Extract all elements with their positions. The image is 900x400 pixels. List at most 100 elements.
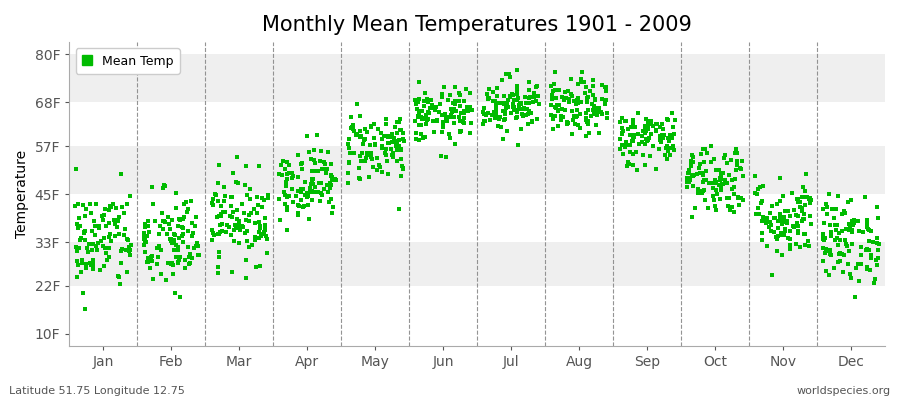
Point [164,236,178,242]
Point [692,165,706,172]
Point [211,180,225,186]
Point [122,236,136,243]
Point [636,152,651,158]
Point [800,194,814,200]
Point [730,158,744,164]
Y-axis label: Temperature: Temperature [15,150,29,238]
Point [514,126,528,132]
Point [837,210,851,216]
Point [257,222,272,228]
Point [736,173,751,179]
Point [445,109,459,115]
Point [798,241,813,248]
Point [227,227,241,233]
Point [273,216,287,223]
Point [152,222,166,229]
Point [567,113,581,120]
Point [225,269,239,275]
Point [728,176,742,182]
Point [491,84,505,91]
Point [213,203,228,209]
Point [791,223,806,230]
Point [379,133,393,140]
Point [445,107,459,114]
Point [845,218,859,224]
Point [417,98,431,104]
Point [102,234,116,240]
Point [507,97,521,103]
Point [70,221,85,227]
Point [216,209,230,215]
Point [717,177,732,183]
Point [141,255,156,262]
Point [841,261,855,267]
Point [390,147,404,153]
Point [654,133,669,139]
Point [580,95,594,101]
Point [436,119,450,125]
Point [706,193,721,199]
Point [579,117,593,123]
Point [697,179,711,185]
Point [775,220,789,227]
Point [435,94,449,100]
Point [460,104,474,110]
Point [395,163,410,170]
Point [600,115,615,122]
Point [280,204,294,210]
Point [213,212,228,219]
Point [233,223,248,229]
Title: Monthly Mean Temperatures 1901 - 2009: Monthly Mean Temperatures 1901 - 2009 [262,15,692,35]
Point [819,248,833,254]
Point [393,127,408,133]
Point [104,204,119,210]
Point [364,150,378,156]
Point [408,118,422,124]
Point [585,101,599,107]
Point [598,83,612,90]
Point [704,143,718,149]
Point [858,193,872,200]
Point [149,244,164,251]
Point [815,206,830,212]
Point [791,199,806,205]
Point [76,230,91,236]
Point [652,133,667,139]
Point [506,101,520,107]
Point [85,247,99,254]
Point [410,130,424,136]
Point [854,244,868,250]
Point [291,188,305,195]
Point [686,173,700,180]
Point [613,136,627,142]
Point [165,261,179,267]
Point [684,162,698,169]
Point [644,131,658,137]
Point [686,159,700,165]
Point [832,250,847,256]
Point [169,190,184,196]
Point [169,242,184,249]
Point [305,188,320,195]
Point [452,89,466,96]
Point [363,142,377,148]
Point [797,188,812,194]
Point [586,83,600,90]
Point [704,158,718,165]
Point [91,240,105,246]
Point [842,248,857,254]
Point [307,184,321,190]
Point [581,94,596,100]
Point [706,197,721,204]
Point [860,264,874,270]
Point [562,99,576,105]
Point [412,110,427,116]
Point [716,154,731,161]
Point [226,209,240,215]
Point [824,229,838,235]
Point [446,113,461,120]
Point [573,76,588,82]
Point [707,203,722,210]
Point [850,217,865,224]
Point [104,238,118,244]
